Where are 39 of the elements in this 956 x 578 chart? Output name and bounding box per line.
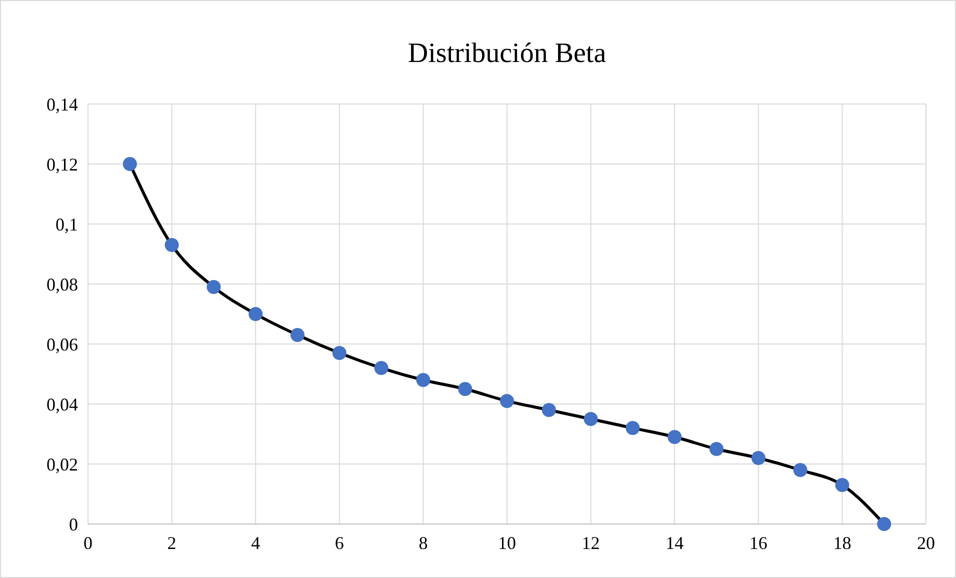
point bbox=[542, 403, 556, 417]
x-tick-label: 0 bbox=[84, 533, 92, 553]
y-tick-label: 0,08 bbox=[46, 274, 78, 294]
x-tick-label: 10 bbox=[498, 533, 516, 553]
x-tick-label: 12 bbox=[582, 533, 600, 553]
y-tick-label: 0,02 bbox=[46, 454, 78, 474]
point bbox=[835, 478, 850, 492]
x-tick-label: 14 bbox=[666, 533, 684, 553]
point bbox=[626, 421, 640, 435]
point bbox=[793, 463, 808, 477]
point bbox=[710, 442, 724, 456]
y-tick-label: 0,14 bbox=[46, 94, 78, 114]
point bbox=[458, 382, 472, 396]
chart-title: Distribución Beta bbox=[408, 38, 607, 69]
x-tick-label: 20 bbox=[917, 533, 935, 553]
x-tick-label: 2 bbox=[167, 533, 176, 553]
point bbox=[206, 280, 221, 294]
point bbox=[248, 307, 263, 321]
y-tick-label: 0,12 bbox=[46, 154, 78, 174]
y-tick-label: 0,06 bbox=[46, 334, 78, 354]
y-tick-label: 0,04 bbox=[46, 394, 78, 414]
x-tick-label: 8 bbox=[418, 533, 428, 553]
point bbox=[374, 361, 388, 375]
y-tick-label: 0,1 bbox=[56, 214, 78, 234]
x-tick-label: 16 bbox=[749, 533, 768, 553]
y-tick-label: 0 bbox=[69, 514, 78, 534]
point bbox=[416, 373, 430, 387]
x-tick-label: 4 bbox=[251, 533, 260, 553]
point bbox=[500, 394, 514, 408]
point bbox=[877, 517, 892, 531]
x-tick-label: 18 bbox=[833, 533, 852, 553]
point bbox=[332, 346, 346, 360]
point bbox=[164, 238, 179, 252]
point bbox=[122, 157, 137, 171]
point bbox=[668, 430, 682, 444]
point bbox=[751, 451, 766, 465]
point bbox=[584, 412, 598, 426]
x-tick-label: 6 bbox=[334, 533, 344, 553]
point bbox=[290, 328, 304, 342]
